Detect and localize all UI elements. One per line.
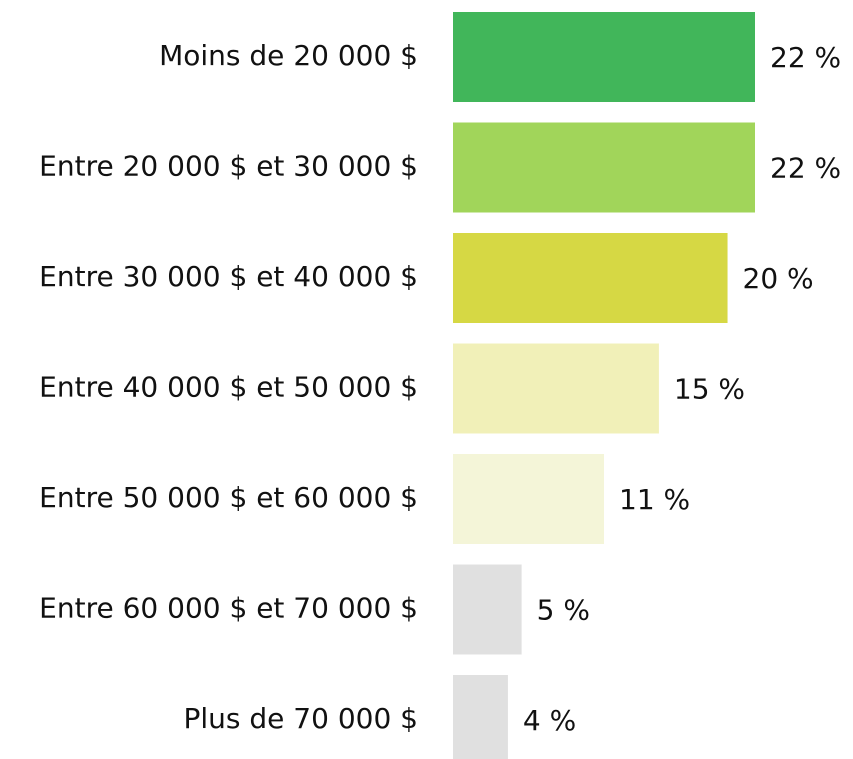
value-label: 5 % <box>537 594 590 627</box>
bar <box>453 343 659 434</box>
category-label: Plus de 70 000 $ <box>184 702 419 735</box>
category-label: Entre 30 000 $ et 40 000 $ <box>39 260 418 293</box>
value-label: 4 % <box>523 704 576 737</box>
category-label: Moins de 20 000 $ <box>159 39 418 72</box>
value-label: 22 % <box>770 152 841 185</box>
category-label: Entre 60 000 $ et 70 000 $ <box>39 592 418 625</box>
bar <box>453 564 522 655</box>
value-label: 20 % <box>743 262 814 295</box>
value-label: 15 % <box>674 373 745 406</box>
bar <box>453 12 755 102</box>
bar <box>453 675 508 759</box>
bar <box>453 454 604 544</box>
value-label: 22 % <box>770 41 841 74</box>
category-label: Entre 40 000 $ et 50 000 $ <box>39 371 418 404</box>
bar <box>453 122 755 213</box>
value-label: 11 % <box>619 483 690 516</box>
category-label: Entre 50 000 $ et 60 000 $ <box>39 481 418 514</box>
bar <box>453 233 728 323</box>
category-label: Entre 20 000 $ et 30 000 $ <box>39 150 418 183</box>
